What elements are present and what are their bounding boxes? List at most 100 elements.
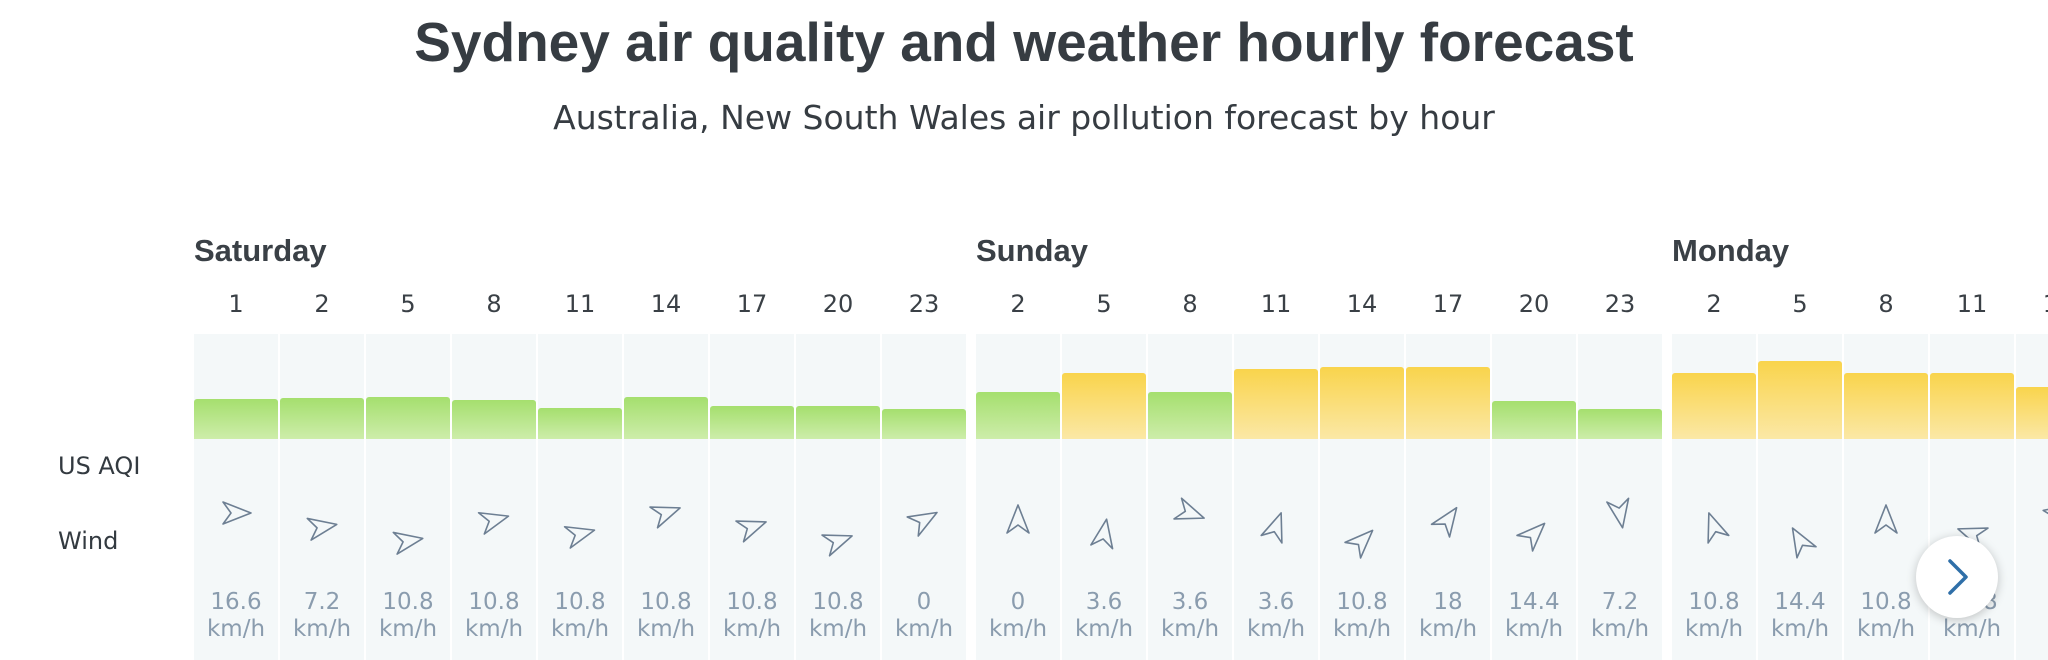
hour-column: 17 18 km/h [1406, 0, 1490, 660]
row-label-wind: Wind [58, 527, 119, 555]
hour-column: 2 7.2 km/h [280, 0, 364, 660]
wind-direction-icon [392, 531, 424, 555]
aqi-bar[interactable] [2016, 387, 2048, 439]
wind-direction-icon [1516, 522, 1546, 552]
hour-column: 14 10.8 km/h [624, 0, 708, 660]
hour-label: 14 [650, 290, 682, 318]
wind-speed-value: 10.8 [640, 589, 692, 615]
hour-label: 20 [822, 290, 854, 318]
hour-label: 8 [486, 290, 502, 318]
hour-column: 14 [2016, 0, 2048, 660]
hour-column: 20 14.4 km/h [1492, 0, 1576, 660]
wind-speed-value: 0 [916, 589, 932, 615]
wind-direction-icon [1344, 529, 1374, 559]
wind-speed-value: 10.8 [468, 589, 520, 615]
wind-speed-unit: km/h [894, 616, 954, 642]
hour-label: 17 [1432, 290, 1464, 318]
day-label-1: Sunday [976, 233, 1088, 268]
aqi-bar[interactable] [538, 408, 622, 439]
aqi-bar[interactable] [1930, 373, 2014, 439]
aqi-bar[interactable] [1492, 401, 1576, 439]
wind-speed-value: 10.8 [1688, 589, 1740, 615]
hour-label: 11 [1956, 290, 1988, 318]
wind-speed-unit: km/h [1504, 616, 1564, 642]
aqi-bar[interactable] [624, 397, 708, 439]
wind-direction-icon [563, 525, 596, 549]
aqi-bar[interactable] [882, 409, 966, 439]
hour-column: 1 16.6 km/h [194, 0, 278, 660]
hour-column: 17 10.8 km/h [710, 0, 794, 660]
hour-label: 5 [1792, 290, 1808, 318]
hour-label: 23 [908, 290, 940, 318]
column-background [280, 334, 364, 660]
aqi-bar[interactable] [1672, 373, 1756, 439]
wind-speed-unit: km/h [1942, 616, 2002, 642]
aqi-bar[interactable] [366, 397, 450, 439]
aqi-bar[interactable] [1844, 373, 1928, 439]
wind-direction-icon [906, 511, 938, 537]
hour-column: 11 3.6 km/h [1234, 0, 1318, 660]
aqi-bar[interactable] [1578, 409, 1662, 439]
hour-column: 8 3.6 km/h [1148, 0, 1232, 660]
column-background [796, 334, 880, 660]
aqi-bar[interactable] [194, 399, 278, 439]
wind-speed-unit: km/h [206, 616, 266, 642]
hour-column: 8 10.8 km/h [1844, 0, 1928, 660]
wind-speed-unit: km/h [292, 616, 352, 642]
wind-speed-value: 10.8 [1336, 589, 1388, 615]
aqi-bar[interactable] [280, 398, 364, 439]
day-label-0: Saturday [194, 233, 327, 268]
wind-speed-unit: km/h [464, 616, 524, 642]
wind-direction-icon [1430, 506, 1458, 538]
wind-direction-icon [735, 520, 767, 543]
aqi-bar[interactable] [1758, 361, 1842, 439]
aqi-bar[interactable] [1148, 392, 1232, 439]
hour-label: 2 [1706, 290, 1722, 318]
wind-speed-value: 3.6 [1257, 589, 1295, 615]
wind-direction-icon [1173, 497, 1205, 520]
column-background [882, 334, 966, 660]
wind-speed-unit: km/h [1770, 616, 1830, 642]
column-background [1148, 334, 1232, 660]
wind-speed-value: 10.8 [1860, 589, 1912, 615]
hour-label: 8 [1182, 290, 1198, 318]
column-background [366, 334, 450, 660]
wind-speed-value: 10.8 [726, 589, 778, 615]
aqi-bar[interactable] [1406, 367, 1490, 439]
aqi-bar[interactable] [710, 406, 794, 439]
wind-speed-unit: km/h [1590, 616, 1650, 642]
hour-column: 5 3.6 km/h [1062, 0, 1146, 660]
wind-direction-icon [1090, 518, 1114, 550]
aqi-bar[interactable] [1234, 369, 1318, 439]
column-background [710, 334, 794, 660]
hour-column: 14 10.8 km/h [1320, 0, 1404, 660]
hour-column: 23 0 km/h [882, 0, 966, 660]
wind-speed-unit: km/h [1684, 616, 1744, 642]
aqi-bar[interactable] [796, 406, 880, 439]
page-title: Sydney air quality and weather hourly fo… [414, 11, 1634, 73]
hour-label: 5 [1096, 290, 1112, 318]
hour-column: 2 0 km/h [976, 0, 1060, 660]
wind-speed-value: 16.6 [210, 589, 262, 615]
column-background [194, 334, 278, 660]
next-button[interactable] [1916, 536, 1998, 618]
wind-direction-icon [1260, 512, 1283, 544]
wind-speed-unit: km/h [636, 616, 696, 642]
hour-column: 8 10.8 km/h [452, 0, 536, 660]
hour-label: 11 [1260, 290, 1292, 318]
hour-label: 2 [314, 290, 330, 318]
chevron-right-icon [1948, 559, 1968, 595]
wind-speed-value: 3.6 [1171, 589, 1209, 615]
hour-label: 20 [1518, 290, 1550, 318]
aqi-bar[interactable] [1062, 373, 1146, 439]
aqi-bar[interactable] [452, 400, 536, 439]
aqi-bar[interactable] [1320, 367, 1404, 439]
wind-direction-icon [1707, 512, 1730, 544]
wind-speed-value: 7.2 [303, 589, 341, 615]
wind-speed-value: 10.8 [382, 589, 434, 615]
aqi-bar[interactable] [976, 392, 1060, 439]
wind-speed-unit: km/h [1246, 616, 1306, 642]
hour-column: 23 7.2 km/h [1578, 0, 1662, 660]
hour-label: 1 [228, 290, 244, 318]
